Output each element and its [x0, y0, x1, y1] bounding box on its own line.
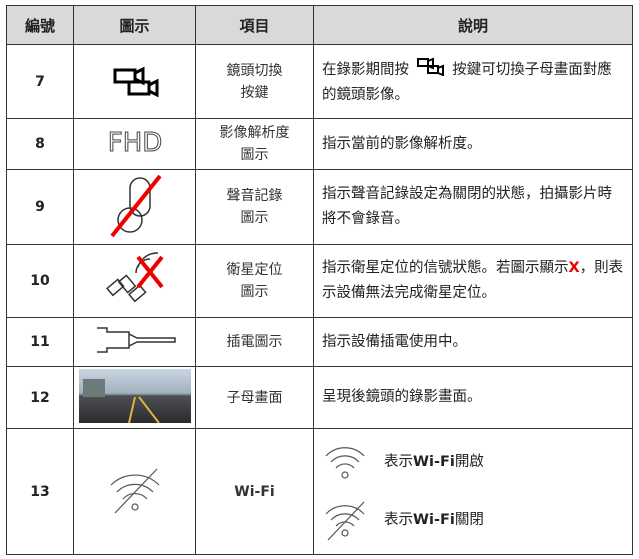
item-line: 圖示: [240, 210, 269, 226]
mic-off-icon: [109, 174, 162, 238]
item-line: 插電圖示: [226, 334, 283, 350]
number: 9: [6, 169, 74, 245]
header-cell: 說明: [313, 5, 633, 45]
icon-cell: [73, 366, 196, 429]
text: 按鍵可切換子母畫面對應的鏡頭影像。: [322, 61, 612, 103]
description: 在錄影期間按 按鍵可切換子母畫面對應的鏡頭影像。: [313, 44, 633, 119]
number: 8: [6, 118, 74, 170]
icon-cell: [73, 428, 196, 555]
row: 11 插電圖示 指示設備插電使用中。: [6, 317, 633, 367]
red-x: X: [568, 260, 580, 276]
item-line: 子母畫面: [226, 389, 283, 406]
info-table: 編號 圖示 項目 說明 7 鏡頭切換按鍵 在錄影期間按 按鍵可切換子母畫面對應的…: [6, 5, 633, 555]
camera-switch-icon: [113, 66, 158, 97]
pip-image: [78, 368, 191, 424]
plug-icon: [96, 327, 176, 353]
text: 指示聲音記錄設定為關閉的狀態，拍攝影片時將不會錄音。: [322, 186, 612, 227]
wifi-off-icon: [110, 468, 159, 513]
icon-cell: [73, 44, 196, 119]
camera-switch-icon: [416, 57, 444, 76]
icon-text: FHD: [107, 128, 162, 158]
item-line: 衛星定位: [226, 262, 283, 278]
description: 表示 Wi-Fi 開啟 表示 Wi-Fi 關閉: [313, 428, 633, 555]
item-line: 鏡頭切換: [226, 62, 283, 79]
description: 指示設備插電使用中。: [313, 317, 633, 367]
text: 指示當前的影像解析度。: [322, 135, 482, 152]
item: 衛星定位 圖示: [195, 244, 314, 318]
description: 指示當前的影像解析度。: [313, 118, 633, 170]
text: Wi-Fi: [413, 512, 455, 528]
text: Wi-Fi: [413, 454, 455, 470]
item: 聲音記錄 圖示: [195, 169, 314, 245]
header-cell: 圖示: [73, 5, 196, 45]
wifi-line: 表示 Wi-Fi 關閉: [322, 492, 624, 550]
item-line: 按鍵: [240, 84, 269, 101]
icon-cell: [73, 317, 196, 367]
text: 表示: [384, 454, 413, 470]
item: Wi-Fi: [195, 428, 314, 555]
header-cell: 編號: [6, 5, 74, 45]
text: 指示設備插電使用中。: [322, 333, 467, 350]
wifi-off-icon: [325, 501, 365, 540]
text: 指示衛星定位的信號狀態。若圖示顯示: [322, 260, 569, 276]
number: 13: [6, 428, 74, 555]
row: 10 衛星定位圖示 指示衛星定位的信號狀態。若圖示顯示X，則表示設備無法完成衛星…: [6, 244, 633, 318]
wifi-on-icon: [325, 446, 365, 479]
row: 9 聲音記錄圖示 指示聲音記錄設定為關閉的狀態，拍攝影片時將不會錄音。: [6, 169, 633, 245]
item-line: Wi-Fi: [234, 483, 275, 500]
row: 12 子母畫面 呈現後鏡頭的錄影畫面。: [6, 366, 633, 429]
description: 呈現後鏡頭的錄影畫面。: [313, 366, 633, 429]
item-line: 圖示: [240, 284, 269, 300]
text: 開啟: [454, 454, 484, 470]
item-line: 聲音記錄: [226, 188, 283, 204]
item-line: 影像解析度: [219, 125, 290, 141]
wifi-line: 表示 Wi-Fi 開啟: [322, 434, 624, 492]
text: 在錄影期間按: [322, 61, 409, 78]
row: 8 FHD 影像解析度圖示 指示當前的影像解析度。: [6, 118, 633, 170]
item-line: 圖示: [240, 147, 269, 163]
text: 表示: [384, 512, 413, 528]
icon-cell: [73, 244, 196, 318]
fhd-icon: FHD: [107, 128, 163, 159]
icon-cell: [73, 169, 196, 245]
text: ，則表示設備無法完成衛星定位。: [322, 260, 624, 301]
header-cell: 項目: [195, 5, 314, 45]
row: 7 鏡頭切換按鍵 在錄影期間按 按鍵可切換子母畫面對應的鏡頭影像。: [6, 44, 633, 119]
number: 11: [6, 317, 74, 367]
satellite-icon: [105, 252, 164, 303]
header-row: 編號 圖示 項目 說明: [6, 5, 633, 45]
number: 12: [6, 366, 74, 429]
row: 13 Wi-Fi 表示 Wi-Fi 開啟 表示 Wi-Fi 關閉: [6, 428, 633, 555]
icon-cell: FHD: [73, 118, 196, 170]
item: 影像解析度 圖示: [195, 118, 314, 170]
description: 指示衛星定位的信號狀態。若圖示顯示X，則表示設備無法完成衛星定位。: [313, 244, 633, 318]
item: 鏡頭切換 按鍵: [195, 44, 314, 119]
description: 指示聲音記錄設定為關閉的狀態，拍攝影片時將不會錄音。: [313, 169, 633, 245]
item: 插電圖示: [195, 317, 314, 367]
number: 10: [6, 244, 74, 318]
number: 7: [6, 44, 74, 119]
text: 呈現後鏡頭的錄影畫面。: [322, 389, 482, 405]
item: 子母畫面: [195, 366, 314, 429]
text: 關閉: [454, 512, 484, 528]
